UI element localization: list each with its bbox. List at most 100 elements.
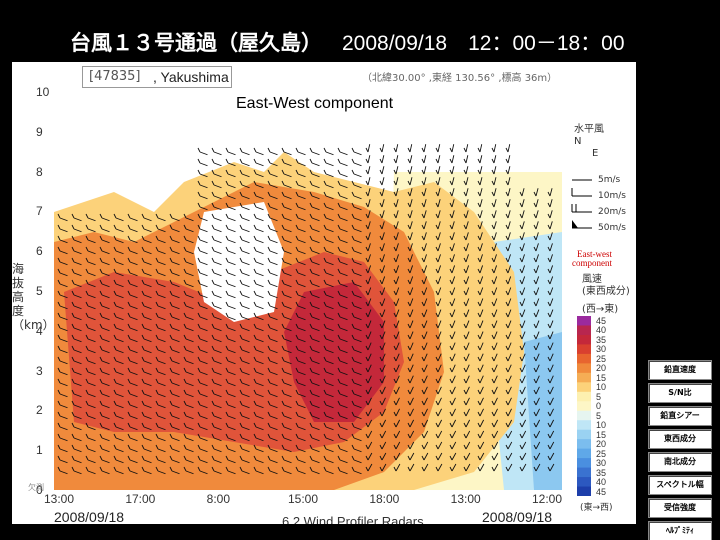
wind-barb <box>339 239 348 244</box>
wind-barb <box>283 228 292 233</box>
wind-barb-flag <box>449 202 453 208</box>
wind-barb-flag <box>463 334 467 340</box>
wind-barb <box>325 437 334 442</box>
wind-barb-flag <box>379 301 383 307</box>
wind-barb-flag <box>491 345 495 351</box>
menu-button[interactable]: 南北成分 <box>648 452 712 472</box>
wind-barb <box>73 349 82 354</box>
wind-barb-flag <box>505 323 509 329</box>
wind-barb <box>409 342 414 351</box>
scale-tick-label: 30 <box>596 458 607 469</box>
wind-barb <box>171 382 180 387</box>
wind-barb <box>521 287 526 296</box>
wind-barb <box>353 371 362 376</box>
wind-barb <box>479 232 483 241</box>
menu-button[interactable]: S/N比 <box>648 383 712 403</box>
station-location: （北緯30.00° ,東経 130.56° ,標高 36m） <box>362 73 558 84</box>
wind-barb-flag <box>197 400 201 406</box>
wind-barb-flag <box>295 158 299 164</box>
wind-barb-flag <box>491 334 495 340</box>
wind-barb-flag <box>547 367 551 373</box>
wind-barb <box>507 375 512 384</box>
wind-barb <box>115 272 124 277</box>
wind-barb-flag <box>183 323 187 329</box>
wind-barb <box>129 294 138 299</box>
wind-barb-flag <box>253 334 257 340</box>
wind-barb-flag <box>127 356 131 362</box>
wind-barb <box>185 448 194 453</box>
wind-barb-flag <box>449 191 453 197</box>
wind-barb <box>451 331 456 340</box>
station-id: [47835] <box>89 69 141 84</box>
wind-barb-flag <box>463 400 467 406</box>
wind-barb <box>171 448 180 453</box>
wind-barb <box>87 426 96 431</box>
wind-barb-flag <box>239 213 243 219</box>
wind-barb-flag <box>113 378 117 384</box>
menu-button[interactable]: 受信強度 <box>648 498 712 518</box>
wind-barb-flag <box>365 268 369 274</box>
wind-barb <box>325 206 334 211</box>
wind-barb <box>367 221 371 230</box>
wind-barb-flag <box>155 367 159 373</box>
wind-barb-flag <box>379 312 383 318</box>
wind-barb-flag <box>491 235 495 241</box>
wind-barb <box>381 243 385 252</box>
wind-barb <box>241 261 250 266</box>
wind-barb <box>395 265 400 274</box>
wind-barb-flag <box>477 323 481 329</box>
wind-barb <box>157 272 166 277</box>
wind-barb <box>423 298 428 307</box>
wind-barb-flag <box>239 411 243 417</box>
wind-barb-flag <box>295 257 299 263</box>
wind-barb-flag <box>239 389 243 395</box>
wind-barb <box>283 151 292 156</box>
wind-barb-flag <box>323 246 327 252</box>
wind-barb <box>101 250 110 255</box>
wind-barb <box>157 371 166 376</box>
wind-barb-flag <box>295 444 299 450</box>
wind-barb <box>143 283 152 288</box>
wind-barb-flag <box>449 213 453 219</box>
wind-barb-flag <box>505 224 509 230</box>
wind-barb <box>157 217 166 222</box>
wind-barb <box>549 265 554 274</box>
menu-button[interactable]: 東西成分 <box>648 429 712 449</box>
wind-barb <box>87 305 96 310</box>
wind-barb-flag <box>267 180 271 186</box>
menu-button[interactable]: ﾍﾙﾌﾟﾐﾃｨ <box>648 521 712 540</box>
wind-barb-flag <box>71 400 75 406</box>
wind-barb-flag <box>253 268 257 274</box>
menu-button[interactable]: 鉛直シアー <box>648 406 712 426</box>
wind-barb-flag <box>547 235 551 241</box>
wind-barb <box>493 375 498 384</box>
wind-barb-flag <box>421 345 425 351</box>
menu-button[interactable]: スペクトル幅 <box>648 475 712 495</box>
wind-barb <box>353 272 362 277</box>
wind-barb-flag <box>99 400 103 406</box>
wind-barb-flag <box>99 455 103 461</box>
menu-button[interactable]: 鉛直速度 <box>648 360 712 380</box>
wind-barb-flag <box>505 389 509 395</box>
wind-barb <box>381 177 385 186</box>
region-gap <box>194 202 284 322</box>
wind-barb-flag <box>365 290 369 296</box>
wind-barb-flag <box>547 290 551 296</box>
wind-barb-flag <box>463 202 467 208</box>
wind-barb <box>269 261 278 266</box>
wind-barb <box>115 294 124 299</box>
scale-swatch <box>577 429 591 440</box>
wind-barb <box>479 419 485 428</box>
wind-barb-flag <box>365 246 369 252</box>
wind-barb <box>241 239 250 244</box>
wind-barb-flag <box>393 323 397 329</box>
wind-barb <box>353 470 362 475</box>
wind-barb <box>493 408 498 417</box>
wind-barb-flag <box>71 334 75 340</box>
wind-barb <box>353 195 362 200</box>
wind-barb <box>507 353 512 362</box>
wind-barb-flag <box>351 323 355 329</box>
wind-barb-flag <box>463 147 467 153</box>
wind-barb-flag <box>449 290 453 296</box>
wind-barb <box>87 470 96 475</box>
